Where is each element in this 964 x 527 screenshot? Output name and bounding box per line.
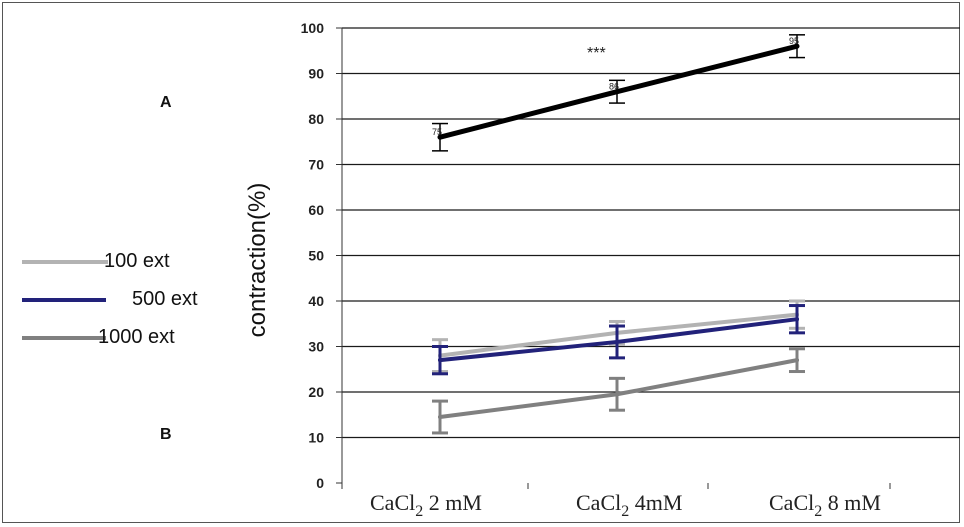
- y-tick-label: 30: [308, 339, 324, 355]
- y-tick-labels: 0 10 20 30 40 50 60 70 80 90 100: [301, 20, 325, 491]
- data-label: 75: [432, 127, 442, 137]
- panel-label-b: B: [160, 426, 172, 443]
- series-500-ext: [432, 304, 805, 376]
- y-axis-title: contraction(%): [244, 182, 271, 338]
- y-tick-label: 70: [308, 157, 324, 173]
- legend-swatch-1000-ext: [22, 336, 106, 340]
- legend-swatch-500-ext: [22, 298, 106, 302]
- data-point: [438, 135, 442, 140]
- panel-label-a: A: [160, 94, 172, 111]
- y-tick-label: 60: [308, 202, 324, 218]
- significance-marker: ***: [587, 45, 606, 62]
- data-label: 86: [609, 82, 619, 92]
- legend-label-500-ext: 500 ext: [132, 288, 198, 310]
- y-tick-label: 10: [308, 430, 324, 446]
- data-point: [438, 358, 442, 363]
- y-tick-label: 0: [316, 475, 324, 491]
- gridlines: [336, 27, 960, 489]
- series-panel-a: 75 86 95: [432, 34, 805, 152]
- y-tick-label: 100: [301, 20, 325, 36]
- series-1000-ext: [432, 347, 805, 435]
- data-point: [615, 89, 619, 94]
- legend-swatch-100-ext: [22, 260, 108, 264]
- x-tick-label: CaCl2 2 mM: [370, 490, 482, 520]
- y-tick-label: 20: [308, 384, 324, 400]
- data-point: [795, 317, 799, 322]
- data-point: [615, 339, 619, 344]
- series: 75 86 95: [432, 34, 805, 435]
- x-tick-labels: CaCl2 2 mM CaCl2 4mM CaCl2 8 mM: [370, 490, 881, 520]
- x-tick-label: CaCl2 4mM: [576, 490, 682, 520]
- data-point: [615, 392, 619, 397]
- y-tick-label: 90: [308, 66, 324, 82]
- y-tick-label: 40: [308, 293, 324, 309]
- legend-label-1000-ext: 1000 ext: [98, 326, 175, 348]
- y-tick-label: 50: [308, 248, 324, 264]
- y-tick-label: 80: [308, 111, 324, 127]
- x-tick-label: CaCl2 8 mM: [769, 490, 881, 520]
- data-label: 95: [789, 36, 799, 46]
- data-point: [795, 44, 799, 49]
- data-point: [795, 358, 799, 363]
- legend-label-100-ext: 100 ext: [104, 250, 170, 272]
- data-point: [438, 415, 442, 420]
